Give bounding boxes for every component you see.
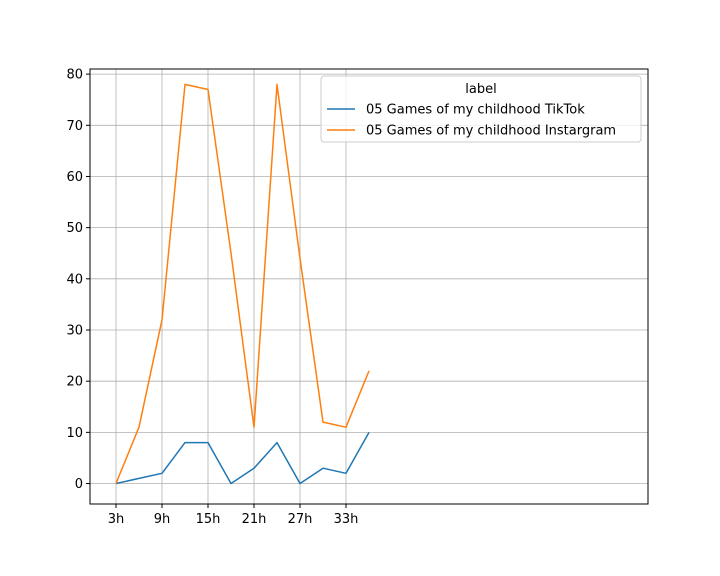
y-tick-label: 30: [66, 324, 83, 339]
x-tick-label: 33h: [334, 512, 359, 527]
legend: label 05 Games of my childhood TikTok 05 G…: [320, 75, 642, 143]
axis-ticks: 0 10 20 30 40 50 60 70 80 3h 9h 15h 21h 27h 33h: [66, 68, 358, 527]
y-tick-label: 0: [75, 477, 83, 492]
y-tick-label: 10: [66, 426, 83, 441]
y-tick-label: 40: [66, 272, 83, 287]
y-tick-label: 20: [66, 375, 83, 390]
x-tick-label: 9h: [154, 512, 171, 527]
x-tick-label: 27h: [288, 512, 313, 527]
legend-box: [320, 75, 642, 143]
y-tick-label: 50: [66, 221, 83, 236]
legend-title: label: [465, 82, 496, 97]
series-line-1: [115, 432, 370, 485]
plot-area-frame: [89, 68, 649, 505]
legend-label-2: 05 Games of my childhood Instargram: [366, 124, 616, 139]
y-tick-label: 80: [66, 68, 83, 83]
y-tick-label: 60: [66, 170, 83, 185]
y-tick-label: 70: [66, 119, 83, 134]
grid-lines: [90, 69, 648, 504]
legend-label-1: 05 Games of my childhood TikTok: [366, 103, 585, 118]
x-tick-label: 3h: [108, 512, 125, 527]
series-line-2: [115, 83, 370, 484]
x-tick-label: 15h: [196, 512, 221, 527]
x-tick-label: 21h: [242, 512, 267, 527]
series-lines: [115, 83, 370, 485]
